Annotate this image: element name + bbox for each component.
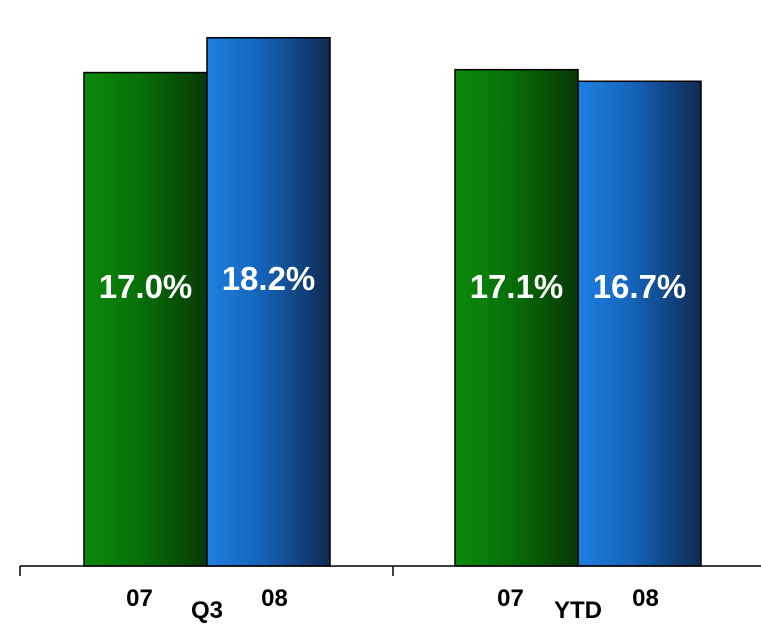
group-label-q3: Q3 xyxy=(191,597,223,624)
data-label-ytd-08: 16.7% xyxy=(593,268,687,305)
bar-q3-08 xyxy=(206,36,331,567)
data-label-q3-08: 18.2% xyxy=(222,260,316,297)
tick-label-ytd-08: 08 xyxy=(632,585,659,612)
group-label-ytd: YTD xyxy=(554,597,602,624)
tick-label-ytd-07: 07 xyxy=(497,585,524,612)
bar-ytd-07 xyxy=(454,68,579,567)
tick-label-q3-08: 08 xyxy=(261,585,288,612)
data-label-q3-07: 17.0% xyxy=(99,268,193,305)
bar-q3-07 xyxy=(83,71,208,567)
bar-ytd-08 xyxy=(577,80,702,567)
data-label-ytd-07: 17.1% xyxy=(470,268,564,305)
tick-label-q3-07: 07 xyxy=(126,585,153,612)
